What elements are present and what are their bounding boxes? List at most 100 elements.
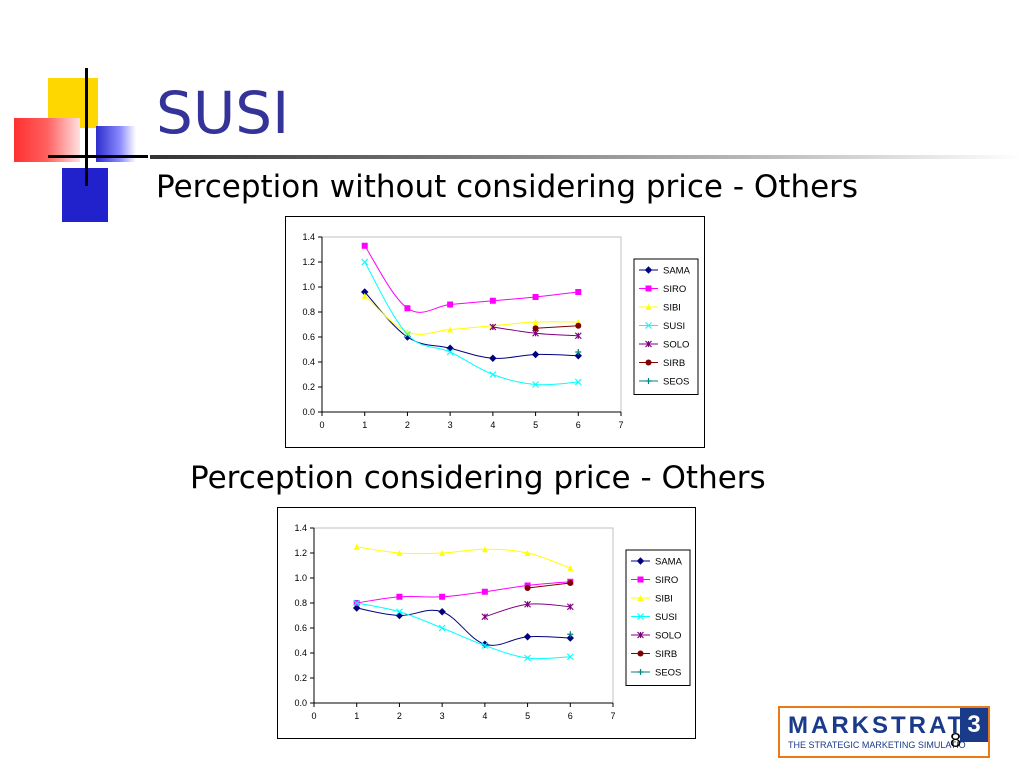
legend-marker: [645, 340, 652, 348]
y-tick-label: 0.0: [294, 698, 307, 708]
series-sibi: [353, 543, 574, 571]
legend-item-seos: SEOS: [631, 668, 681, 679]
logo-name: MARKSTRAT: [788, 712, 966, 739]
legend-item-siro: SIRO: [639, 284, 686, 295]
x-tick-label: 1: [354, 711, 359, 721]
y-tick-label: 1.0: [302, 282, 315, 292]
data-point-solo: [524, 600, 531, 608]
legend-item-sibi: SIBI: [631, 594, 673, 605]
data-point-susi: [361, 258, 369, 266]
logo-tagline: THE STRATEGIC MARKETING SIMULATIO: [788, 740, 966, 750]
x-tick-label: 0: [319, 420, 324, 430]
legend-marker: [637, 669, 644, 675]
markstrat-logo: MARKSTRAT THE STRATEGIC MARKETING SIMULA…: [778, 706, 990, 758]
series-sirb: [532, 322, 582, 332]
plot-area: [313, 527, 614, 704]
y-tick-label: 1.2: [302, 257, 315, 267]
legend-marker: [637, 576, 644, 583]
data-point-sibi: [567, 565, 574, 571]
data-point-solo: [532, 329, 539, 337]
data-point-solo: [566, 603, 574, 611]
legend-label: SUSI: [655, 612, 677, 623]
legend-item-sirb: SIRB: [631, 649, 677, 660]
data-point-sibi: [524, 550, 531, 556]
legend-label: SEOS: [655, 668, 681, 679]
legend-label: SIRO: [663, 284, 686, 295]
legend-marker: [637, 650, 644, 657]
legend-label: SIBI: [655, 594, 673, 605]
data-point-susi: [446, 348, 454, 356]
legend-marker: [645, 359, 652, 366]
data-point-sama: [523, 633, 532, 641]
data-point-siro: [481, 588, 488, 595]
series-susi: [353, 599, 574, 662]
y-tick-label: 0.6: [302, 332, 315, 342]
data-point-seos: [575, 349, 582, 355]
x-tick-label: 7: [618, 420, 623, 430]
x-tick-label: 0: [311, 711, 316, 721]
chart-perception-with-price: 0.0 0.2 0.4 0.6 0.8 1.0 1.2 1.4 0 1 2 3 4 5 6 7 SAMA SIRO…: [277, 507, 696, 739]
data-point-susi: [489, 371, 497, 378]
legend-marker: [645, 285, 652, 292]
y-tick-label: 0.4: [302, 357, 315, 367]
data-point-susi: [353, 599, 361, 607]
x-tick-label: 2: [397, 711, 402, 721]
x-tick-label: 7: [610, 711, 615, 721]
chart-1-heading: Perception without considering price - O…: [156, 169, 859, 205]
data-point-sirb: [524, 585, 531, 591]
legend-item-sirb: SIRB: [639, 358, 685, 369]
series-seos: [567, 631, 574, 638]
x-tick-label: 5: [533, 420, 538, 430]
logo-version: 3: [960, 708, 988, 742]
slide-title: SUSI: [156, 79, 290, 147]
series-susi: [361, 258, 582, 388]
data-point-susi: [396, 608, 403, 616]
data-point-susi: [532, 381, 539, 388]
legend-label: SUSI: [663, 321, 685, 332]
data-point-siro: [439, 593, 446, 600]
y-tick-label: 0.8: [302, 307, 315, 317]
data-point-seos: [567, 631, 574, 638]
legend-item-susi: SUSI: [631, 612, 677, 623]
legend-label: SOLO: [663, 340, 689, 351]
data-point-sibi: [532, 319, 539, 325]
data-point-sibi: [361, 292, 368, 299]
legend-box: [625, 549, 691, 686]
y-tick-label: 0.2: [294, 673, 307, 683]
decor-vertical-line: [85, 68, 88, 186]
legend-marker: [637, 595, 644, 601]
data-point-siro: [404, 305, 411, 312]
data-point-siro: [575, 289, 582, 295]
data-point-sama: [438, 608, 446, 616]
legend-item-susi: SUSI: [639, 321, 685, 332]
data-point-susi: [481, 642, 489, 649]
data-point-sibi: [447, 326, 454, 333]
legend-item-seos: SEOS: [639, 377, 689, 388]
y-tick-label: 1.4: [302, 232, 315, 242]
series-line-sibi: [356, 546, 571, 569]
x-tick-label: 2: [405, 420, 410, 430]
data-point-solo: [574, 332, 582, 340]
series-line-sama: [356, 607, 571, 646]
chart-1-svg: 0.0 0.2 0.4 0.6 0.8 1.0 1.2 1.4 0 1 2 3 4 5 6 7 SAMA SIRO…: [302, 232, 699, 430]
legend-label: SIRO: [655, 575, 678, 586]
data-point-sibi: [353, 543, 360, 550]
x-tick-label: 4: [490, 420, 495, 430]
data-point-siro: [489, 297, 496, 304]
legend-item-solo: SOLO: [639, 340, 689, 351]
y-tick-label: 1.4: [294, 523, 307, 533]
chart-perception-without-price: 0.0 0.2 0.4 0.6 0.8 1.0 1.2 1.4 0 1 2 3 4 5 6 7 SAMA SIRO…: [285, 216, 705, 448]
data-point-sama: [566, 634, 574, 642]
series-solo: [489, 323, 582, 340]
title-rule: [150, 155, 1024, 159]
data-point-susi: [438, 624, 446, 632]
data-point-sibi: [481, 546, 488, 553]
data-point-sibi: [396, 550, 403, 556]
y-tick-label: 0.8: [294, 598, 307, 608]
y-tick-label: 0.2: [302, 382, 315, 392]
data-point-solo: [481, 613, 489, 621]
legend-marker: [645, 304, 652, 310]
legend-label: SIBI: [663, 303, 681, 314]
legend-label: SIRB: [655, 649, 677, 660]
legend-item-sibi: SIBI: [639, 303, 681, 314]
